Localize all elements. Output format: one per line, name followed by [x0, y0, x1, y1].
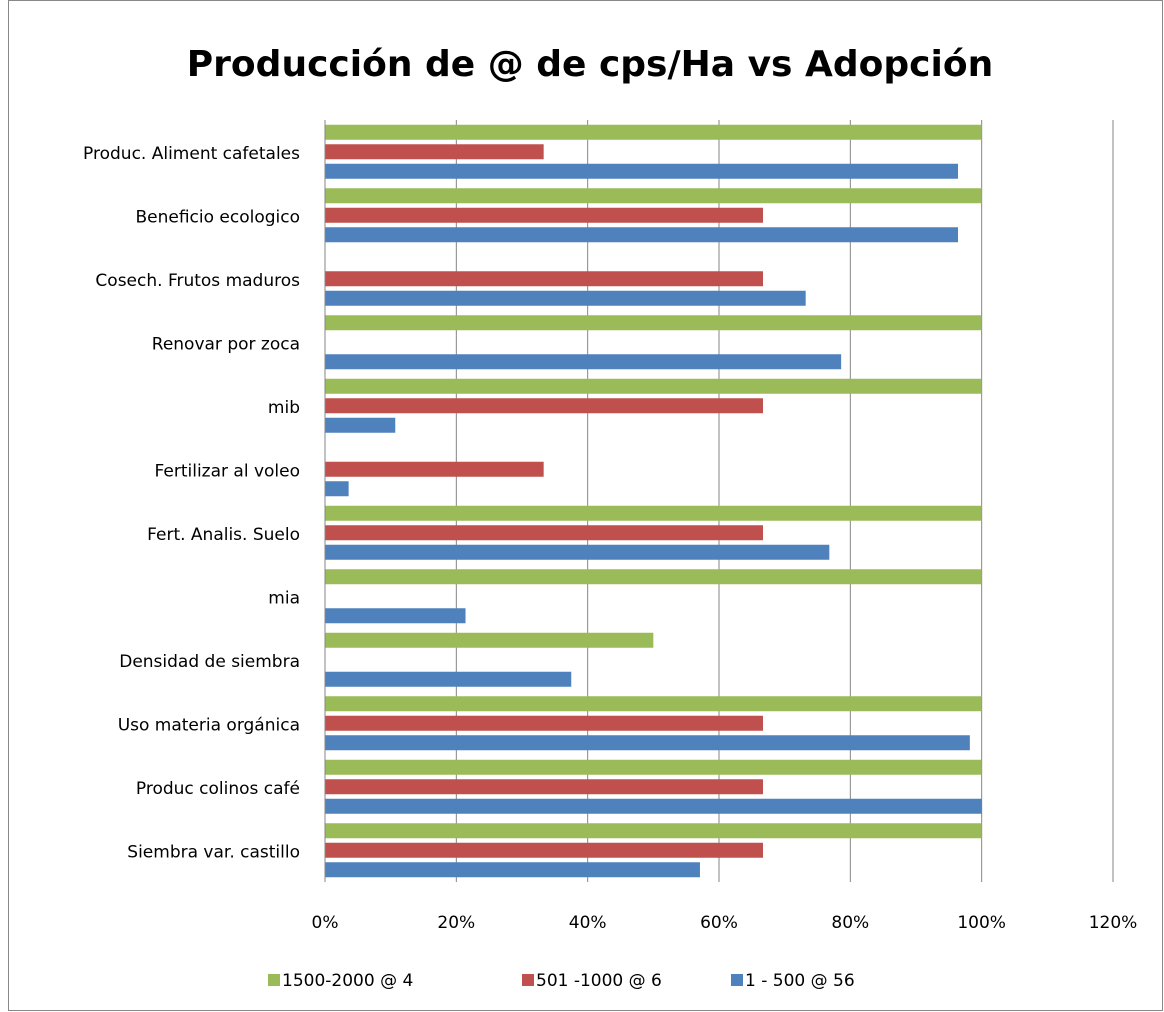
bar	[325, 227, 959, 243]
bar	[325, 671, 572, 687]
bar	[325, 779, 763, 795]
y-tick-label: mia	[268, 588, 300, 608]
y-tick-label: Renovar por zoca	[152, 334, 300, 354]
bar	[325, 525, 763, 541]
x-tick-label: 60%	[700, 913, 738, 933]
y-tick-label: Densidad de siembra	[119, 652, 300, 672]
y-tick-label: Fertilizar al voleo	[155, 461, 300, 481]
bar	[325, 696, 982, 712]
bar	[325, 144, 544, 160]
bar	[325, 481, 349, 497]
x-tick-label: 0%	[312, 913, 339, 933]
y-tick-label: Produc. Aliment cafetales	[83, 144, 300, 164]
x-tick-label: 120%	[1089, 913, 1138, 933]
bar	[325, 505, 982, 521]
bar	[325, 569, 982, 585]
bar	[325, 417, 396, 433]
bar	[325, 715, 763, 731]
bar	[325, 271, 763, 287]
bar	[325, 354, 842, 370]
bar	[325, 124, 982, 140]
bar	[325, 632, 654, 648]
bar	[325, 207, 763, 223]
legend-label: 1 - 500 @ 56	[745, 971, 855, 991]
bar	[325, 842, 763, 858]
bar	[325, 759, 982, 775]
bar	[325, 544, 830, 560]
y-tick-label: Siembra var. castillo	[127, 842, 300, 862]
x-tick-label: 100%	[957, 913, 1006, 933]
legend-swatch	[522, 974, 534, 986]
y-tick-label: Cosech. Frutos maduros	[95, 271, 300, 291]
legend-label: 501 -1000 @ 6	[536, 971, 662, 991]
bar	[325, 798, 982, 814]
bar	[325, 735, 970, 751]
y-tick-label: Fert. Analis. Suelo	[147, 525, 300, 545]
bar	[325, 608, 466, 624]
x-tick-label: 20%	[437, 913, 475, 933]
bar	[325, 163, 959, 179]
legend-swatch	[268, 974, 280, 986]
y-tick-label: mib	[268, 398, 300, 418]
legend-label: 1500-2000 @ 4	[282, 971, 413, 991]
y-tick-label: Produc colinos café	[136, 779, 300, 799]
bar	[325, 378, 982, 394]
y-tick-label: Beneficio ecologico	[135, 207, 300, 227]
legend-swatch	[731, 974, 743, 986]
x-tick-label: 40%	[569, 913, 607, 933]
bar	[325, 461, 544, 477]
bar	[325, 188, 982, 204]
x-tick-label: 80%	[831, 913, 869, 933]
bar	[325, 398, 763, 414]
chart-title: Producción de @ de cps/Ha vs Adopción	[187, 44, 993, 85]
bar	[325, 823, 982, 839]
bar	[325, 290, 806, 306]
bar	[325, 862, 700, 878]
y-tick-label: Uso materia orgánica	[118, 715, 300, 735]
bar	[325, 315, 982, 331]
